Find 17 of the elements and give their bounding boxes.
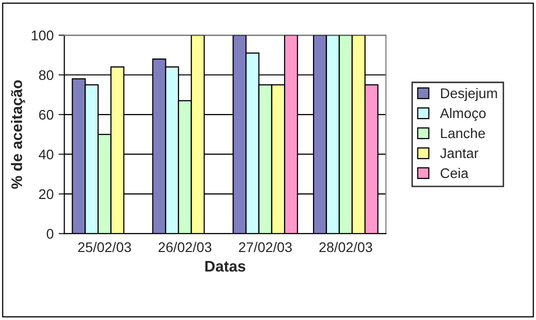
legend-label: Desjejum [441,88,497,101]
y-tick-label: 80 [39,70,54,80]
y-tick-label: 100 [32,30,54,40]
y-axis-title: % de aceitação [10,80,26,189]
y-tick-label: 40 [38,150,54,160]
legend-label: Jantar [440,148,478,158]
legend-label: Lanche [441,128,485,138]
x-tick-label: 26/02/03 [158,242,212,252]
y-tick-label: 0 [46,228,54,239]
x-axis-title: Datas [205,260,246,272]
y-tick-label: 20 [39,189,54,200]
legend-label: Almoço [440,108,486,121]
x-tick-label: 25/02/03 [78,242,131,252]
legend-label: Ceia [440,168,468,178]
y-tick-label: 60 [39,110,54,120]
x-tick-label: 27/02/03 [238,242,292,252]
x-tick-label: 28/02/03 [319,242,372,252]
